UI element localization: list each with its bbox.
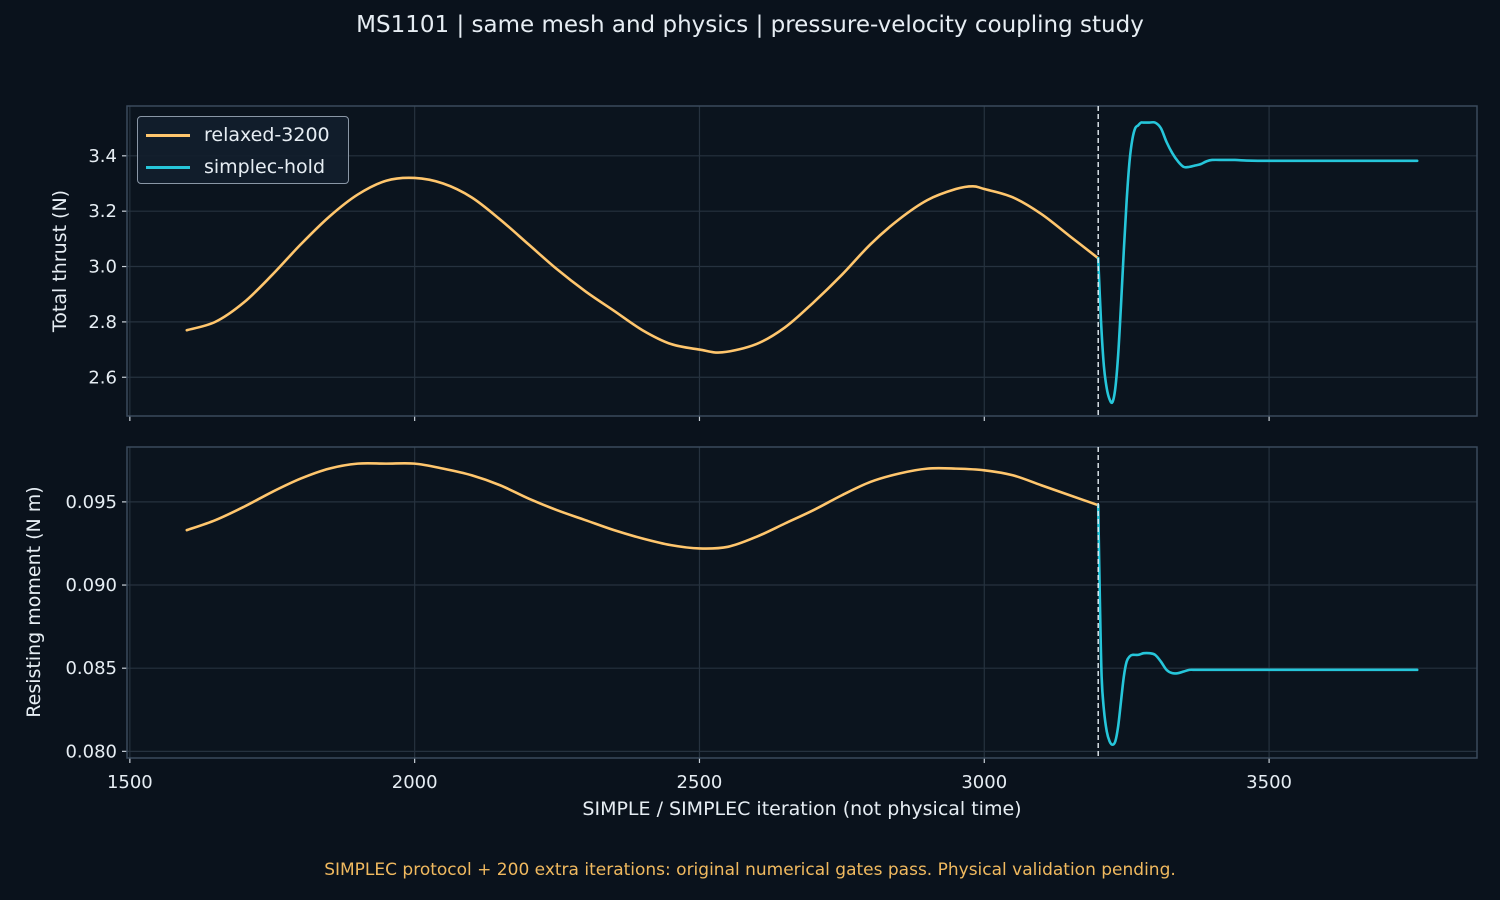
legend-label-simplec: simplec-hold xyxy=(204,156,326,178)
footer-note: SIMPLEC protocol + 200 extra iterations:… xyxy=(324,860,1176,880)
legend-swatch-simplec xyxy=(146,165,190,169)
legend-swatch-relaxed xyxy=(146,133,190,137)
panel-1-series-relaxed-line xyxy=(185,461,1100,550)
x-tick-label-2: 2500 xyxy=(677,772,723,793)
panel-0-ytick-label-0: 2.6 xyxy=(88,367,117,388)
panel-1-series-simplec-line xyxy=(1096,503,1419,746)
chart-title: MS1101 | same mesh and physics | pressur… xyxy=(356,12,1144,38)
panel-1-ytick-label-1: 0.085 xyxy=(65,658,117,679)
panel-0-ytick-label-1: 2.8 xyxy=(88,312,117,333)
panel-0-series-relaxed-line xyxy=(185,176,1100,354)
x-axis-label: SIMPLE / SIMPLEC iteration (not physical… xyxy=(582,798,1022,820)
legend-entry-relaxed: relaxed-3200 xyxy=(146,123,330,147)
panel-0-ytick-label-3: 3.2 xyxy=(88,201,117,222)
top-ylabel: Total thrust (N) xyxy=(49,189,71,333)
panel-1-background xyxy=(127,447,1477,758)
x-tick-label-1: 2000 xyxy=(392,772,438,793)
legend: relaxed-3200 simplec-hold xyxy=(137,116,349,184)
panel-1-frame xyxy=(126,446,1478,759)
panel-0-background xyxy=(127,106,1477,416)
panel-0-ytick-label-2: 3.0 xyxy=(88,257,117,278)
panel-0-frame xyxy=(126,105,1478,417)
panel-1-ytick-label-3: 0.095 xyxy=(65,492,117,513)
x-tick-label-0: 1500 xyxy=(107,772,153,793)
panel-1-ytick-label-2: 0.090 xyxy=(65,575,117,596)
x-tick-label-4: 3500 xyxy=(1246,772,1292,793)
bottom-ylabel: Resisting moment (N m) xyxy=(23,486,45,718)
panel-0-ytick-label-4: 3.4 xyxy=(88,146,117,167)
legend-label-relaxed: relaxed-3200 xyxy=(204,124,330,146)
legend-entry-simplec: simplec-hold xyxy=(146,155,325,179)
x-tick-label-3: 3000 xyxy=(961,772,1007,793)
panel-1-ytick-label-0: 0.080 xyxy=(65,741,117,762)
panel-0-series-simplec-line xyxy=(1096,120,1419,405)
